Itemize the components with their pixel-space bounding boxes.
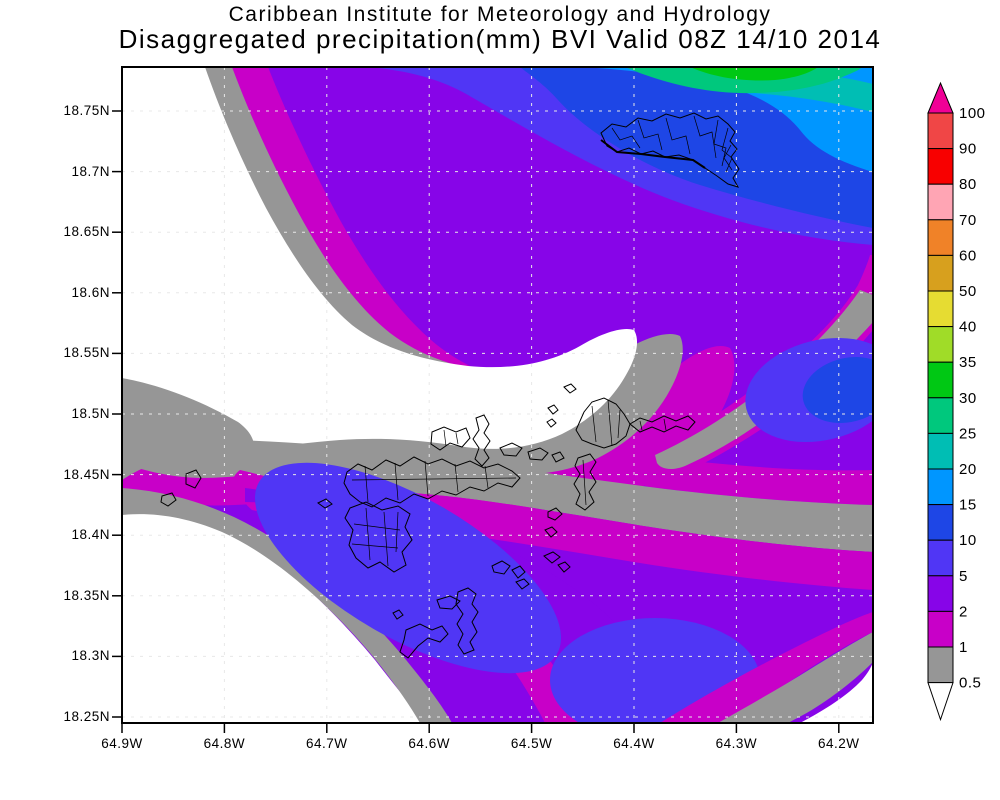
title-block: Caribbean Institute for Meteorology and … [0,3,1000,55]
field-05-1mm-central-band [230,440,873,552]
longitude-tick-label: 64.6W [408,736,450,751]
colorbar-top-arrow [927,81,954,114]
field-1-2mm-corner-arc [660,612,873,723]
grid-lines [122,67,873,723]
colorbar-tick-label: 30 [959,390,977,407]
island-ginger-cooper [573,453,597,511]
latitude-tick-label: 18.55N [63,345,110,361]
colorbar-tick-label: 2 [959,603,968,620]
colorbar: 100 90 80 70 60 50 40 35 30 25 20 15 10 5 2 1 0.5 [927,81,986,722]
longitude-tick-label: 64.2W [818,736,860,751]
colorbar-tick-label: 20 [959,461,977,478]
colorbar-tick-label: 90 [959,141,977,158]
colorbar-segment [927,646,954,684]
longitude-tick-label: 64.9W [101,736,143,751]
colorbar-segment [927,361,954,399]
colorbar-tick-label: 15 [959,497,977,514]
latitude-tick-label: 18.7N [71,163,110,179]
colorbar-tick-label: 40 [959,319,977,336]
island-st-john [344,501,413,573]
field-5-10mm-southwest-core [254,462,562,674]
colorbar-tick-label: 10 [959,532,977,549]
colorbar-tick-label: 5 [959,568,968,585]
island-specks [543,383,577,573]
colorbar-segment [927,610,954,648]
colorbar-segment [927,468,954,506]
colorbar-tick-label: 70 [959,212,977,229]
field-05-1mm-snake [655,290,873,470]
colorbar-segment [927,432,954,470]
colorbar-segment [927,183,954,221]
colorbar-tick-label: 60 [959,247,977,264]
island-west-islets [160,469,333,509]
latitude-tick-label: 18.65N [63,224,110,240]
islands-overlay [160,112,740,659]
colorbar-segment [927,504,954,541]
title-institute: Caribbean Institute for Meteorology and … [228,3,772,26]
field-10-15mm-east-core [802,357,873,423]
colorbar-tick-label: 80 [959,176,977,193]
longitude-tick-label: 64.8W [203,736,246,751]
latitude-tick-label: 18.25N [63,709,110,724]
latitude-tick-label: 18.3N [71,648,110,664]
field-dry-left-area [122,67,638,451]
colorbar-segment [927,539,954,577]
colorbar-tick-label: 1 [959,639,968,656]
field-05-1mm-corner-arc [718,632,873,723]
longitude-tick-label: 64.5W [510,736,553,751]
colorbar-segment [927,112,954,150]
island-anegada [600,112,740,188]
longitude-tick-label: 64.4W [613,736,655,751]
colorbar-tick-label: 25 [959,425,977,442]
colorbar-segment [927,326,954,363]
longitude-tick-label: 64.7W [306,736,348,751]
island-virgin-gorda [575,397,696,449]
field-05-1mm-left-wedge [122,378,255,480]
page-title: Disaggregated precipitation(mm) BVI Vali… [118,24,882,55]
colorbar-segment [927,575,954,612]
latitude-tick-label: 18.6N [71,284,110,300]
island-south-cays [392,560,530,659]
field-30-35mm-sliver [690,67,818,81]
island-small-cays [499,442,565,463]
map-frame [121,66,874,724]
island-tortola [343,456,521,508]
colorbar-segment [927,148,954,185]
colorbar-tick-label: 35 [959,354,977,371]
longitude-tick-label: 64.3W [715,736,758,751]
island-jost-van-dyke [430,426,471,451]
colorbar-bottom-arrow [927,682,954,722]
field-05-1mm-southwest-edge [122,488,452,723]
latitude-tick-label: 18.75N [63,103,110,118]
colorbar-tick-label: 0.5 [959,675,981,692]
colorbar-segment [927,254,954,292]
island-cay-strip [472,414,491,467]
colorbar-segment [927,290,954,328]
latitude-tick-label: 18.45N [63,466,110,482]
axis-ticks [112,110,840,733]
colorbar-segment [927,219,954,256]
field-dry-southwest-area [122,500,424,723]
latitude-tick-label: 18.4N [71,527,110,543]
colorbar-tick-label: 100 [959,105,986,122]
colorbar-segment [927,397,954,434]
field-dry-corner [800,662,873,723]
precipitation-field [122,67,873,723]
latitude-tick-label: 18.35N [63,587,110,603]
colorbar-tick-label: 50 [959,283,977,300]
latitude-tick-label: 18.5N [71,406,110,421]
